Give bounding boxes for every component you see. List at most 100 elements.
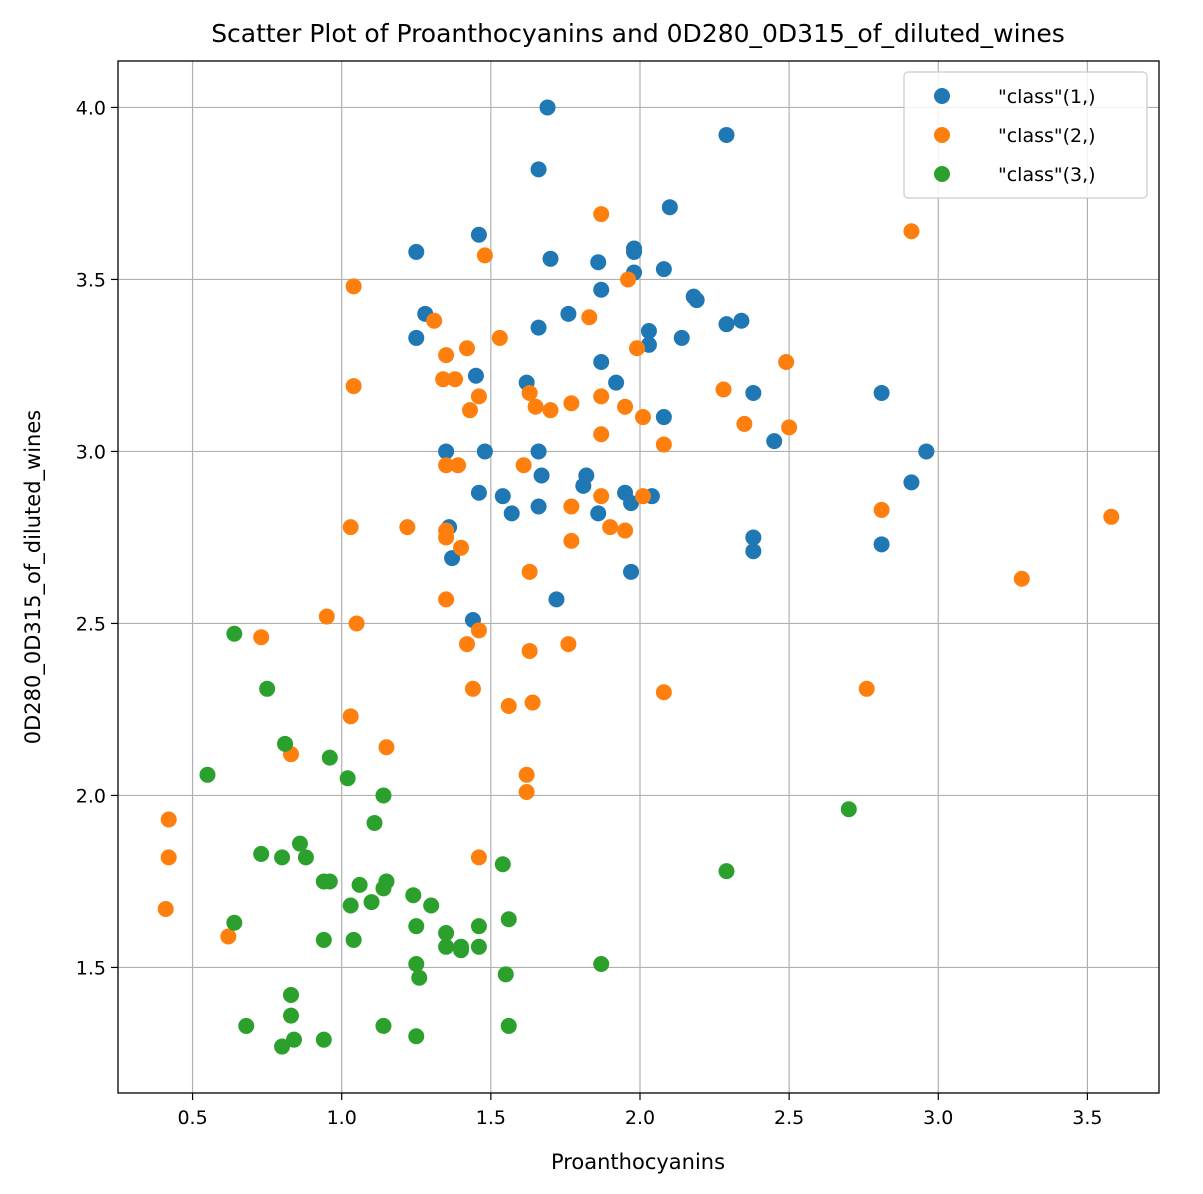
point-class-1	[688, 292, 705, 309]
point-class-3	[321, 873, 338, 890]
x-tick-label: 3.5	[1072, 1107, 1102, 1129]
point-class-3	[274, 1038, 291, 1055]
point-class-1	[590, 254, 607, 271]
point-class-1	[593, 281, 610, 298]
point-class-2	[593, 206, 610, 223]
point-class-1	[623, 563, 640, 580]
point-class-2	[715, 381, 732, 398]
point-class-2	[634, 409, 651, 426]
point-class-2	[458, 340, 475, 357]
point-class-1	[467, 367, 484, 384]
point-class-2	[458, 636, 475, 653]
point-class-2	[515, 457, 532, 474]
point-class-2	[253, 629, 270, 646]
chart-title: Scatter Plot of Proanthocyanins and 0D28…	[211, 19, 1065, 48]
point-class-3	[277, 735, 294, 752]
point-class-3	[238, 1017, 255, 1034]
point-class-1	[661, 199, 678, 216]
point-class-1	[539, 99, 556, 116]
point-class-3	[470, 918, 487, 935]
point-class-2	[500, 698, 517, 714]
y-axis-label: 0D280_0D315_of_diluted_wines	[21, 410, 46, 744]
point-class-3	[315, 931, 332, 948]
point-class-1	[903, 474, 920, 491]
point-class-1	[533, 467, 550, 484]
point-class-3	[226, 914, 243, 931]
point-class-3	[438, 938, 455, 955]
x-tick-label: 1.5	[476, 1107, 506, 1129]
point-class-2	[345, 278, 362, 295]
point-class-3	[345, 931, 362, 948]
point-class-2	[1103, 508, 1120, 525]
legend-label-class-2: "class"(2,)	[998, 125, 1096, 147]
legend-box	[903, 71, 1148, 199]
point-class-3	[453, 942, 470, 959]
x-axis-label: Proanthocyanins	[551, 1150, 725, 1174]
point-class-2	[521, 563, 538, 580]
point-class-3	[321, 749, 338, 766]
point-class-3	[593, 956, 610, 972]
point-class-2	[858, 680, 875, 697]
point-class-2	[342, 519, 359, 536]
point-class-3	[342, 897, 359, 914]
point-class-3	[375, 787, 392, 804]
point-class-3	[438, 925, 455, 942]
point-class-2	[399, 519, 416, 536]
point-class-2	[778, 354, 795, 370]
point-class-1	[626, 243, 643, 260]
legend-label-class-1: "class"(1,)	[998, 86, 1096, 108]
point-class-2	[620, 271, 637, 288]
point-class-2	[160, 811, 177, 828]
point-class-2	[453, 539, 470, 556]
data-points	[157, 99, 1120, 1055]
point-class-2	[461, 402, 478, 419]
point-class-1	[918, 443, 935, 460]
point-class-2	[491, 329, 508, 346]
legend-label-class-3: "class"(3,)	[998, 164, 1096, 186]
point-class-1	[655, 409, 672, 426]
y-tick-label: 1.5	[76, 957, 106, 979]
point-class-2	[581, 309, 598, 326]
point-class-2	[426, 312, 443, 329]
x-axis-ticks: 0.5 1.0 1.5 2.0 2.5 3.0 3.5	[177, 1093, 1103, 1129]
point-class-1	[745, 384, 762, 401]
point-class-3	[423, 897, 440, 914]
point-class-1	[476, 443, 493, 460]
point-class-2	[521, 642, 538, 659]
point-class-2	[560, 636, 577, 653]
point-class-3	[500, 1017, 517, 1034]
point-class-1	[873, 384, 890, 401]
point-class-1	[408, 243, 425, 260]
point-class-2	[563, 395, 580, 412]
point-class-3	[408, 918, 425, 935]
point-class-3	[285, 1031, 302, 1048]
point-class-1	[530, 161, 547, 178]
point-class-2	[464, 680, 481, 697]
point-class-3	[411, 969, 428, 986]
point-class-1	[548, 591, 565, 608]
point-class-2	[220, 928, 237, 945]
point-class-2	[450, 457, 467, 474]
point-class-3	[274, 849, 291, 866]
y-axis-ticks: 1.5 2.0 2.5 3.0 3.5 4.0	[76, 97, 118, 979]
point-class-1	[444, 550, 461, 567]
point-class-1	[470, 226, 487, 243]
point-class-3	[408, 956, 425, 972]
point-class-3	[283, 1007, 300, 1024]
point-class-1	[542, 250, 559, 267]
point-class-2	[873, 501, 890, 518]
point-class-2	[160, 849, 177, 866]
point-class-1	[873, 536, 890, 553]
point-class-2	[518, 784, 535, 800]
point-class-3	[494, 856, 511, 873]
point-class-3	[339, 770, 356, 787]
point-class-2	[593, 488, 610, 505]
point-class-2	[447, 371, 464, 388]
point-class-1	[530, 443, 547, 460]
point-class-1	[745, 543, 762, 560]
point-class-3	[199, 766, 216, 783]
y-tick-label: 3.0	[76, 441, 106, 463]
grid-lines	[118, 61, 1159, 1093]
point-class-3	[283, 986, 300, 1003]
